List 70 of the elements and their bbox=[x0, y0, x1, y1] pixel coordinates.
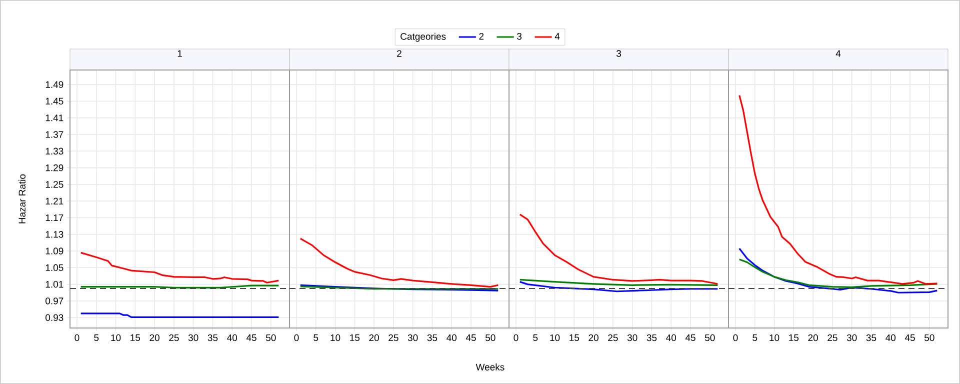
y-tick-label: 1.21 bbox=[46, 198, 64, 204]
x-tick-label: 25 bbox=[608, 334, 618, 342]
x-tick-label: 40 bbox=[227, 334, 238, 342]
x-tick-label: 15 bbox=[350, 334, 360, 341]
y-tick-label: 1.41 bbox=[46, 114, 64, 122]
chart-title: 3 bbox=[616, 50, 621, 57]
x-tick-label: 45 bbox=[246, 334, 256, 341]
x-tick-label: 50 bbox=[266, 334, 276, 342]
x-tick-label: 50 bbox=[924, 334, 934, 342]
x-tick-label: 35 bbox=[208, 334, 218, 342]
legend-label: 2 bbox=[479, 32, 484, 40]
x-tick-label: 45 bbox=[904, 334, 915, 341]
x-tick-label: 25 bbox=[169, 334, 179, 342]
x-tick-label: 5 bbox=[94, 334, 99, 341]
chart-title: 1 bbox=[178, 50, 182, 57]
y-tick-label: 1.13 bbox=[46, 231, 64, 238]
x-tick-label: 10 bbox=[550, 334, 560, 342]
x-axis-title: Weeks bbox=[476, 364, 504, 370]
y-tick-label: 0.97 bbox=[46, 298, 64, 304]
x-tick-label: 25 bbox=[828, 334, 838, 342]
x-tick-label: 0 bbox=[294, 334, 299, 342]
y-axis-title: Hazar Ratio bbox=[18, 174, 26, 224]
y-tick-label: 1.29 bbox=[46, 164, 64, 172]
legend-title: Catgeories bbox=[400, 32, 446, 42]
x-tick-label: 0 bbox=[514, 334, 518, 342]
x-tick-label: 35 bbox=[646, 334, 657, 342]
x-tick-label: 5 bbox=[314, 334, 318, 341]
y-tick-label: 1.33 bbox=[46, 148, 64, 155]
x-tick-label: 35 bbox=[427, 334, 438, 342]
y-tick-label: 1.49 bbox=[46, 81, 64, 88]
x-tick-label: 50 bbox=[704, 334, 715, 342]
y-tick-label: 1.17 bbox=[46, 214, 64, 221]
x-tick-label: 35 bbox=[866, 334, 876, 342]
x-tick-label: 5 bbox=[752, 334, 758, 341]
y-tick-label: 1.25 bbox=[46, 181, 64, 188]
x-tick-label: 40 bbox=[886, 334, 896, 342]
chart-title: 4 bbox=[836, 50, 841, 57]
x-tick-label: 10 bbox=[770, 334, 780, 342]
y-tick-label: 1.09 bbox=[46, 248, 64, 254]
legend-label: 3 bbox=[517, 32, 522, 40]
legend-label: 4 bbox=[554, 33, 560, 40]
chart-title: 2 bbox=[397, 50, 402, 57]
y-tick-label: 1.05 bbox=[46, 264, 64, 272]
x-tick-label: 0 bbox=[74, 334, 80, 342]
x-tick-label: 30 bbox=[627, 334, 638, 342]
x-tick-label: 45 bbox=[466, 334, 476, 341]
x-tick-label: 15 bbox=[130, 334, 140, 341]
x-tick-label: 30 bbox=[188, 334, 198, 342]
x-tick-label: 0 bbox=[733, 334, 738, 342]
x-tick-label: 5 bbox=[533, 334, 538, 341]
x-tick-label: 25 bbox=[388, 334, 398, 342]
x-tick-label: 20 bbox=[369, 334, 379, 342]
x-tick-label: 20 bbox=[150, 334, 160, 342]
x-tick-label: 40 bbox=[666, 334, 676, 342]
x-tick-label: 15 bbox=[570, 334, 580, 341]
y-tick-label: 1.01 bbox=[46, 280, 64, 288]
y-tick-label: 0.93 bbox=[46, 314, 64, 321]
x-tick-label: 10 bbox=[111, 334, 121, 342]
x-tick-label: 30 bbox=[408, 334, 418, 342]
line-series bbox=[80, 252, 280, 284]
x-tick-label: 40 bbox=[446, 334, 457, 342]
x-tick-label: 30 bbox=[846, 334, 857, 342]
x-tick-label: 10 bbox=[330, 334, 340, 342]
x-tick-label: 20 bbox=[808, 334, 818, 342]
x-tick-label: 50 bbox=[485, 334, 496, 342]
x-tick-label: 20 bbox=[588, 334, 598, 342]
x-tick-label: 45 bbox=[685, 334, 696, 341]
x-tick-label: 15 bbox=[789, 334, 799, 341]
y-tick-label: 1.37 bbox=[46, 131, 64, 138]
y-tick-label: 1.45 bbox=[46, 98, 64, 105]
